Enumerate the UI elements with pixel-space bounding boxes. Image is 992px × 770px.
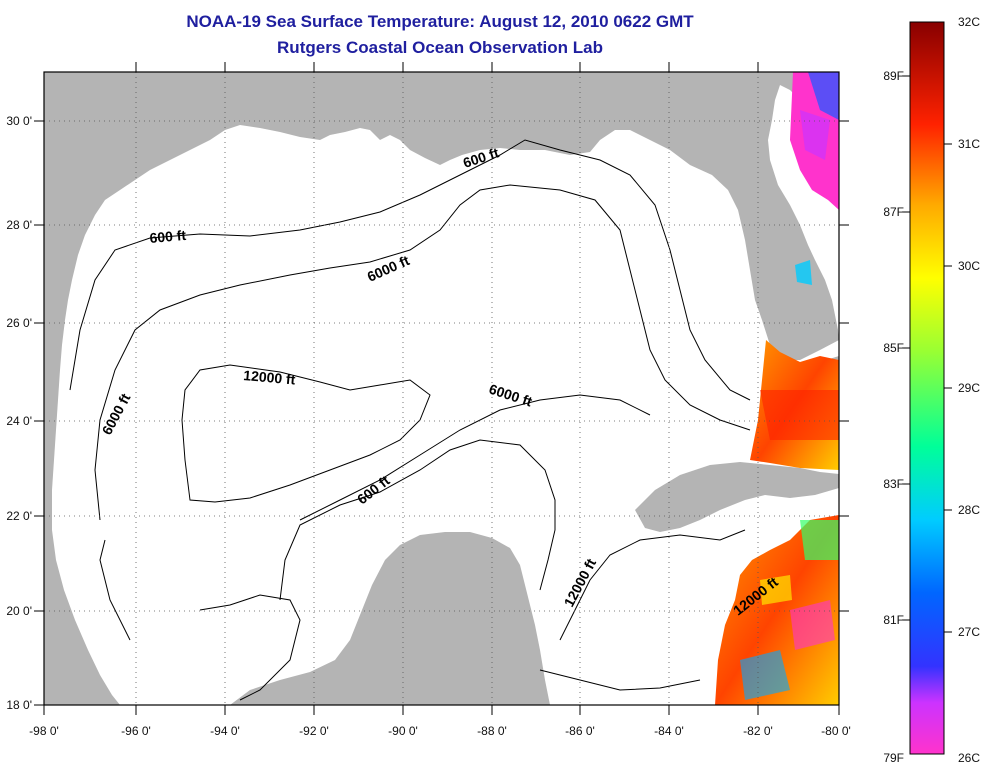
map-frame	[43, 71, 840, 706]
map-title: NOAA-19 Sea Surface Temperature: August …	[186, 12, 694, 31]
celsius-label: 28C	[958, 503, 980, 517]
contour-6000ft-south	[99, 394, 651, 641]
contour-label: 12000 ft	[243, 367, 297, 388]
land-cuba	[635, 462, 839, 532]
grid	[44, 72, 839, 705]
contour-caribbean	[559, 529, 746, 641]
fahrenheit-label: 81F	[883, 613, 904, 627]
lat-label: 30 0'	[6, 114, 32, 128]
lon-label: -96 0'	[121, 724, 151, 738]
fahrenheit-label: 87F	[883, 205, 904, 219]
fahrenheit-label: 79F	[883, 751, 904, 765]
celsius-label: 32C	[958, 15, 980, 29]
lat-label: 24 0'	[6, 414, 32, 428]
lat-label: 28 0'	[6, 218, 32, 232]
map-subtitle: Rutgers Coastal Ocean Observation Lab	[277, 38, 603, 57]
lat-label: 20 0'	[6, 604, 32, 618]
celsius-label: 26C	[958, 751, 980, 765]
fahrenheit-label: 83F	[883, 477, 904, 491]
lon-label: -86 0'	[565, 724, 595, 738]
longitude-labels: -98 0' -96 0' -94 0' -92 0' -90 0' -88 0…	[29, 724, 851, 738]
lon-label: -90 0'	[388, 724, 418, 738]
colorbar-fahrenheit-labels: 89F 87F 85F 83F 81F 79F	[883, 69, 904, 765]
celsius-label: 29C	[958, 381, 980, 395]
fahrenheit-label: 85F	[883, 341, 904, 355]
lon-label: -84 0'	[654, 724, 684, 738]
land-us-mainland	[44, 72, 839, 705]
sst-swaths	[715, 72, 839, 705]
land-yucatan	[230, 532, 550, 705]
lon-label: -94 0'	[210, 724, 240, 738]
celsius-label: 30C	[958, 259, 980, 273]
lon-label: -80 0'	[821, 724, 851, 738]
lon-label: -98 0'	[29, 724, 59, 738]
latitude-labels: 30 0' 28 0' 26 0' 24 0' 22 0' 20 0' 18 0…	[6, 114, 32, 712]
lat-label: 22 0'	[6, 509, 32, 523]
lon-label: -82 0'	[743, 724, 773, 738]
contour-label: 600 ft	[149, 227, 187, 246]
contour-12000ft	[181, 364, 431, 503]
contour-yucatan-shelf	[199, 594, 301, 701]
lat-label: 26 0'	[6, 316, 32, 330]
celsius-label: 27C	[958, 625, 980, 639]
contour-6000ft-north	[94, 184, 751, 521]
lat-label: 18 0'	[6, 698, 32, 712]
contour-600ft-south	[279, 439, 556, 601]
colorbar-celsius-labels: 32C 31C 30C 29C 28C 27C 26C	[958, 15, 980, 765]
tick-marks	[34, 62, 849, 715]
contour-600ft	[69, 139, 751, 401]
depth-contours	[69, 139, 751, 701]
lon-label: -92 0'	[299, 724, 329, 738]
colorbar	[909, 21, 945, 755]
lon-label: -88 0'	[477, 724, 507, 738]
celsius-label: 31C	[958, 137, 980, 151]
colorbar-ticks	[902, 75, 952, 633]
fahrenheit-label: 89F	[883, 69, 904, 83]
